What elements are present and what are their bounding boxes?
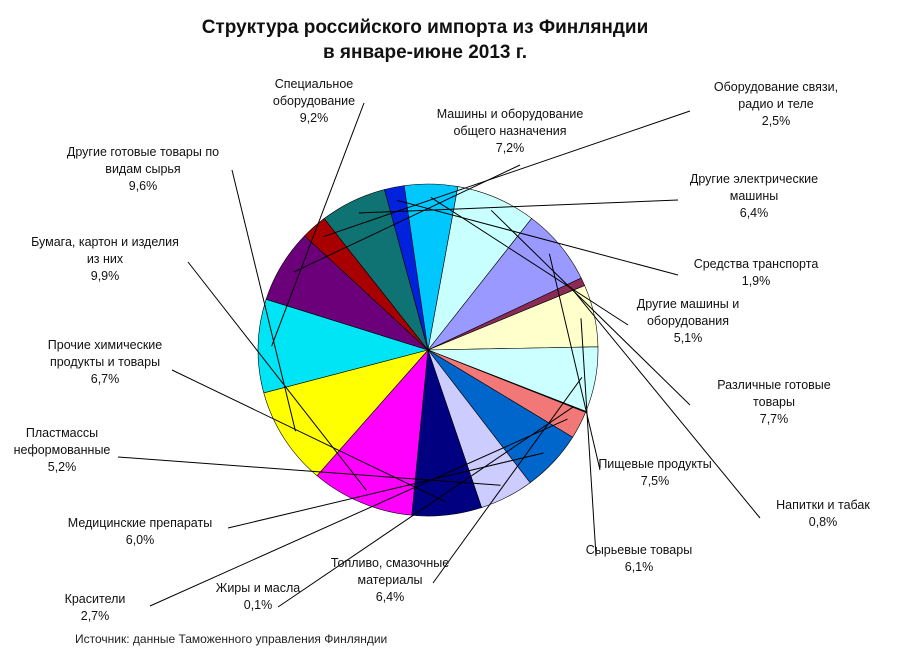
slice-name-label-14: Пластмассы [26,426,98,440]
leader-line-2 [323,110,691,238]
slice-name-label-15: Прочие химические [48,338,163,352]
slice-name-label-5: Другие машины и [637,297,739,311]
leader-line-3 [358,199,679,214]
slice-name-label-2: радио и теле [738,97,813,111]
slice-name-label-3: машины [730,189,778,203]
slice-name-label-13: Медицинские препараты [68,516,212,530]
leader-lines [117,102,761,608]
slice-value-label-5: 5,1% [674,331,703,345]
slice-name-label-1: Машины и оборудование [437,107,584,121]
chart-title-line-1: Структура российского импорта из Финлянд… [202,17,649,38]
slice-name-label-1: общего назначения [453,124,566,138]
slice-name-label-10: материалы [358,573,423,587]
slice-name-label-6: Различные готовые [717,378,831,392]
slice-labels: Специальное оборудование 9,2% Машины и обор… [14,77,871,623]
slice-name-label-0: Специальное [275,77,354,91]
slice-name-label-17: Другие готовые товары по [67,145,219,159]
slice-value-label-12: 2,7% [81,609,110,623]
slice-name-label-4: Средства транспорта [694,257,819,271]
slice-name-label-15: продукты и товары [50,355,160,369]
slice-value-label-9: 6,1% [625,560,654,574]
slice-name-label-16: из них [87,252,124,266]
slice-value-label-10: 6,4% [376,590,405,604]
leader-line-8 [570,286,761,519]
slice-value-label-8: 0,8% [809,515,838,529]
leader-line-12 [149,418,568,607]
leader-line-6 [490,209,691,406]
slice-value-label-2: 2,5% [762,114,791,128]
pie-slices [257,183,599,517]
leader-line-17 [231,169,296,432]
slice-value-label-4: 1,9% [742,274,771,288]
slice-name-label-17: видам сырья [105,162,180,176]
slice-name-label-0: оборудование [273,94,355,108]
leader-line-13 [227,452,544,529]
slice-value-label-1: 7,2% [496,141,525,155]
slice-value-label-13: 6,0% [126,533,155,547]
slice-name-label-7: Пищевые продукты [598,457,711,471]
slice-name-label-8: Напитки и табак [776,498,870,512]
leader-line-16 [187,261,367,491]
leader-line-4 [396,199,679,276]
slice-value-label-7: 7,5% [641,474,670,488]
slice-value-label-17: 9,6% [129,179,158,193]
slice-name-label-11: Жиры и масла [216,581,300,595]
leader-line-10 [432,377,583,584]
slice-value-label-6: 7,7% [760,412,789,426]
slice-name-label-5: оборудования [647,314,729,328]
slice-name-label-2: Оборудование связи, [714,80,838,94]
slice-name-label-9: Сырьевые товары [586,543,692,557]
leader-line-15 [171,369,446,503]
slice-value-label-16: 9,9% [91,269,120,283]
slice-name-label-16: Бумага, картон и изделия [31,235,179,249]
leader-line-7 [548,253,601,471]
source-note: Источник: данные Таможенного управления … [75,632,387,646]
leader-line-9 [580,318,597,557]
slice-name-label-6: товары [753,395,795,409]
chart-title-line-2: в январе-июне 2013 г. [323,42,527,63]
leader-line-1 [293,164,521,273]
slice-value-label-15: 6,7% [91,372,120,386]
slice-value-label-14: 5,2% [48,460,77,474]
slice-value-label-0: 9,2% [300,111,329,125]
leader-line-0 [271,102,365,347]
slice-value-label-11: 0,1% [244,598,273,612]
leader-line-5 [430,196,629,326]
slice-name-label-12: Красители [65,592,126,606]
pie-slice-0 [257,298,430,394]
leader-line-14 [117,456,501,486]
leader-line-11 [277,406,574,608]
slice-name-label-10: Топливо, смазочные [331,556,449,570]
slice-name-label-14: неформованные [14,443,111,457]
slice-name-label-3: Другие электрические [690,172,818,186]
slice-value-label-3: 6,4% [740,206,769,220]
pie-slice-17 [263,349,429,477]
